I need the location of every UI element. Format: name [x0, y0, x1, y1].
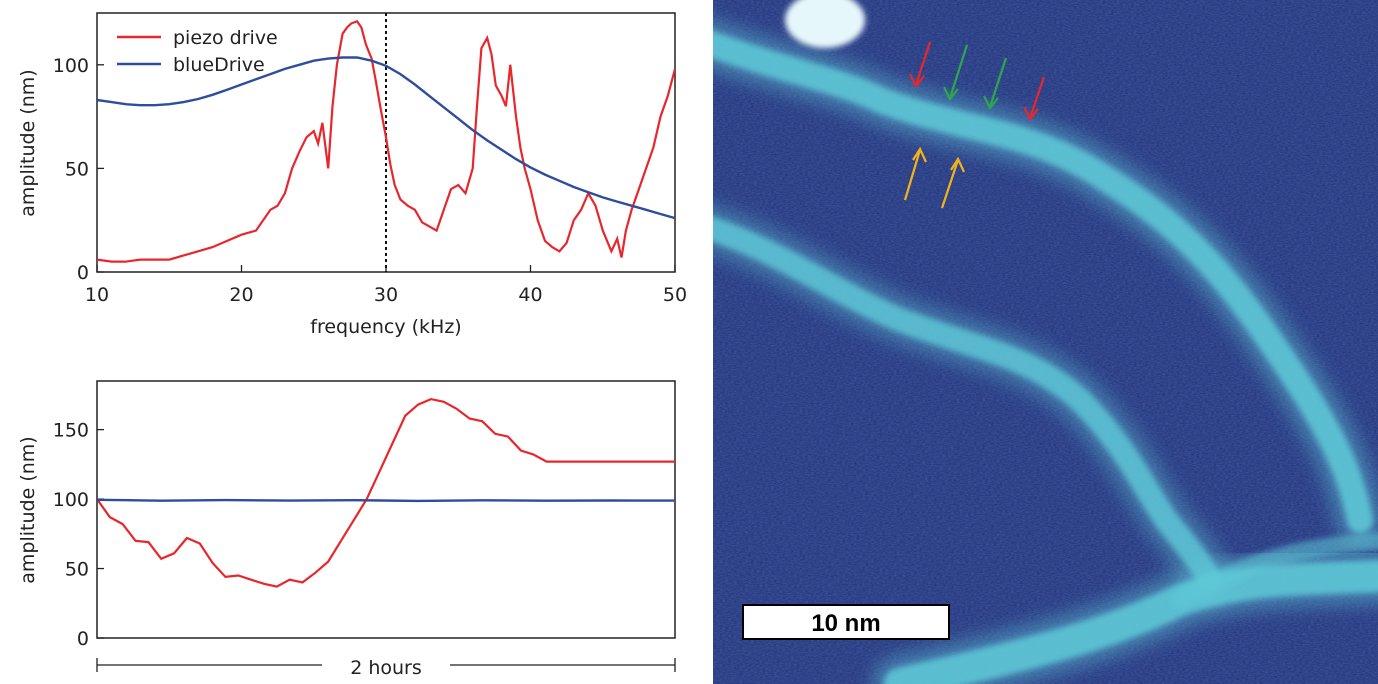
- y-axis-title: amplitude (nm): [17, 436, 39, 583]
- legend: piezo drive blueDrive: [117, 27, 278, 76]
- x-tick-label: 20: [229, 284, 253, 306]
- yellow-arrow-1: [903, 146, 927, 201]
- y-tick-label: 100: [53, 55, 89, 77]
- axis-ticks: [96, 64, 676, 273]
- legend-label-bluedrive: blueDrive: [173, 54, 265, 76]
- red-arrow-1: [909, 41, 932, 89]
- fiber-core-2: [713, 216, 1222, 592]
- x-axis-title: frequency (kHz): [310, 316, 461, 338]
- x-tick-label: 50: [663, 284, 687, 306]
- y-tick-label: 50: [65, 158, 89, 180]
- fiber-core-1: [713, 30, 1373, 533]
- axis-ticks: [97, 428, 104, 639]
- y-tick-labels: 0 50 100 150: [53, 420, 89, 650]
- red-arrow-2: [1023, 76, 1046, 122]
- x-tick-label: 10: [85, 284, 109, 306]
- time-span-label: 2 hours: [350, 657, 422, 679]
- y-tick-label: 100: [53, 489, 89, 511]
- piezo-drive-line: [97, 19, 675, 263]
- y-tick-label: 0: [77, 628, 89, 650]
- x-tick-labels: 10 20 30 40 50: [85, 284, 687, 306]
- green-arrow-2: [983, 57, 1008, 111]
- x-tick-label: 30: [374, 284, 398, 306]
- bright-particle: [785, 0, 865, 48]
- y-tick-label: 150: [53, 420, 89, 442]
- time-span-indicator: 2 hours: [96, 657, 676, 679]
- afm-fibers: [713, 19, 1378, 684]
- plot-frame: [96, 380, 676, 639]
- legend-label-piezo: piezo drive: [173, 27, 278, 49]
- annotation-arrows: [903, 41, 1046, 209]
- fiber-core-4: [1171, 532, 1378, 609]
- y-axis-title: amplitude (nm): [17, 69, 39, 216]
- y-tick-label: 50: [65, 559, 89, 581]
- time-stability-chart: 0 50 100 150 amplitude (nm) 2 hours: [17, 380, 676, 679]
- y-tick-labels: 0 50 100: [53, 55, 89, 284]
- afm-image: 10 nm: [713, 0, 1378, 684]
- scale-bar-label: 10 nm: [811, 610, 880, 637]
- x-tick-label: 40: [518, 284, 542, 306]
- y-tick-label: 0: [77, 262, 89, 284]
- yellow-arrow-2: [940, 156, 965, 209]
- scale-bar: 10 nm: [742, 604, 950, 640]
- scale-bar-box: [742, 604, 950, 640]
- green-arrow-1: [943, 44, 969, 102]
- piezo-drive-time-line: [97, 397, 675, 588]
- bluedrive-time-line: [97, 498, 675, 503]
- bluedrive-line: [97, 56, 675, 220]
- frequency-response-chart: 10 20 30 40 50 0 50 100 frequency (kHz) amplit…: [17, 12, 687, 338]
